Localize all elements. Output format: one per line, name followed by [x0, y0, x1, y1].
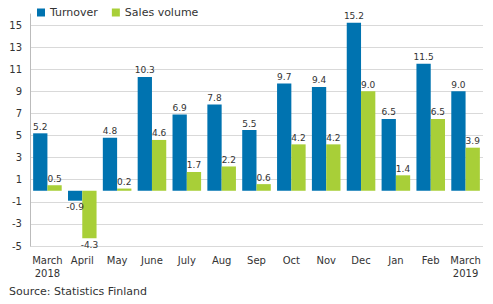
svg-text:1.4: 1.4	[396, 164, 411, 174]
svg-text:0.2: 0.2	[117, 177, 131, 187]
svg-text:4.2: 4.2	[291, 133, 305, 143]
svg-text:Dec: Dec	[351, 255, 370, 266]
svg-text:5.5: 5.5	[242, 119, 256, 129]
svg-text:July: July	[177, 255, 196, 266]
svg-text:4.6: 4.6	[152, 128, 167, 138]
svg-text:Sales volume: Sales volume	[125, 6, 199, 19]
svg-text:9.0: 9.0	[451, 80, 466, 90]
svg-text:0.5: 0.5	[47, 174, 61, 184]
svg-text:6.9: 6.9	[173, 103, 188, 113]
svg-text:April: April	[71, 255, 94, 266]
svg-text:Sep: Sep	[247, 255, 266, 266]
svg-text:Oct: Oct	[283, 255, 300, 266]
svg-text:9.4: 9.4	[312, 75, 327, 85]
svg-text:-5: -5	[12, 241, 22, 252]
svg-text:1: 1	[16, 174, 22, 185]
svg-text:4.8: 4.8	[103, 126, 118, 136]
svg-text:10.3: 10.3	[135, 65, 155, 75]
svg-text:6.5: 6.5	[382, 107, 396, 117]
svg-text:2019: 2019	[453, 268, 478, 279]
svg-text:6.5: 6.5	[431, 107, 445, 117]
svg-text:Jan: Jan	[387, 255, 403, 266]
svg-text:2.2: 2.2	[222, 155, 236, 165]
svg-text:4.2: 4.2	[326, 133, 340, 143]
svg-text:15.2: 15.2	[344, 11, 364, 21]
svg-text:Source: Statistics Finland: Source: Statistics Finland	[9, 285, 147, 298]
svg-text:11: 11	[9, 64, 22, 75]
svg-text:15: 15	[9, 20, 22, 31]
svg-text:3.9: 3.9	[466, 136, 481, 146]
svg-text:9: 9	[16, 86, 22, 97]
svg-text:2018: 2018	[35, 268, 60, 279]
svg-text:-1: -1	[12, 196, 22, 207]
svg-text:7: 7	[16, 108, 22, 119]
svg-text:0.6: 0.6	[256, 173, 271, 183]
svg-text:May: May	[107, 255, 128, 266]
svg-text:March: March	[450, 255, 480, 266]
svg-text:Aug: Aug	[212, 255, 232, 266]
svg-text:-4.3: -4.3	[81, 240, 99, 250]
svg-text:Nov: Nov	[316, 255, 336, 266]
svg-text:March: March	[32, 255, 62, 266]
svg-text:Feb: Feb	[422, 255, 440, 266]
svg-text:5: 5	[16, 130, 22, 141]
svg-text:9.7: 9.7	[277, 72, 291, 82]
svg-text:3: 3	[16, 152, 22, 163]
svg-text:-3: -3	[12, 218, 22, 229]
svg-text:Turnover: Turnover	[49, 6, 98, 19]
svg-text:11.5: 11.5	[414, 52, 434, 62]
svg-text:13: 13	[9, 42, 22, 53]
svg-text:June: June	[140, 255, 163, 266]
svg-text:7.8: 7.8	[207, 93, 222, 103]
svg-text:9.0: 9.0	[361, 80, 376, 90]
svg-text:5.2: 5.2	[33, 122, 47, 132]
svg-text:1.7: 1.7	[187, 160, 201, 170]
svg-text:-0.9: -0.9	[66, 202, 84, 212]
